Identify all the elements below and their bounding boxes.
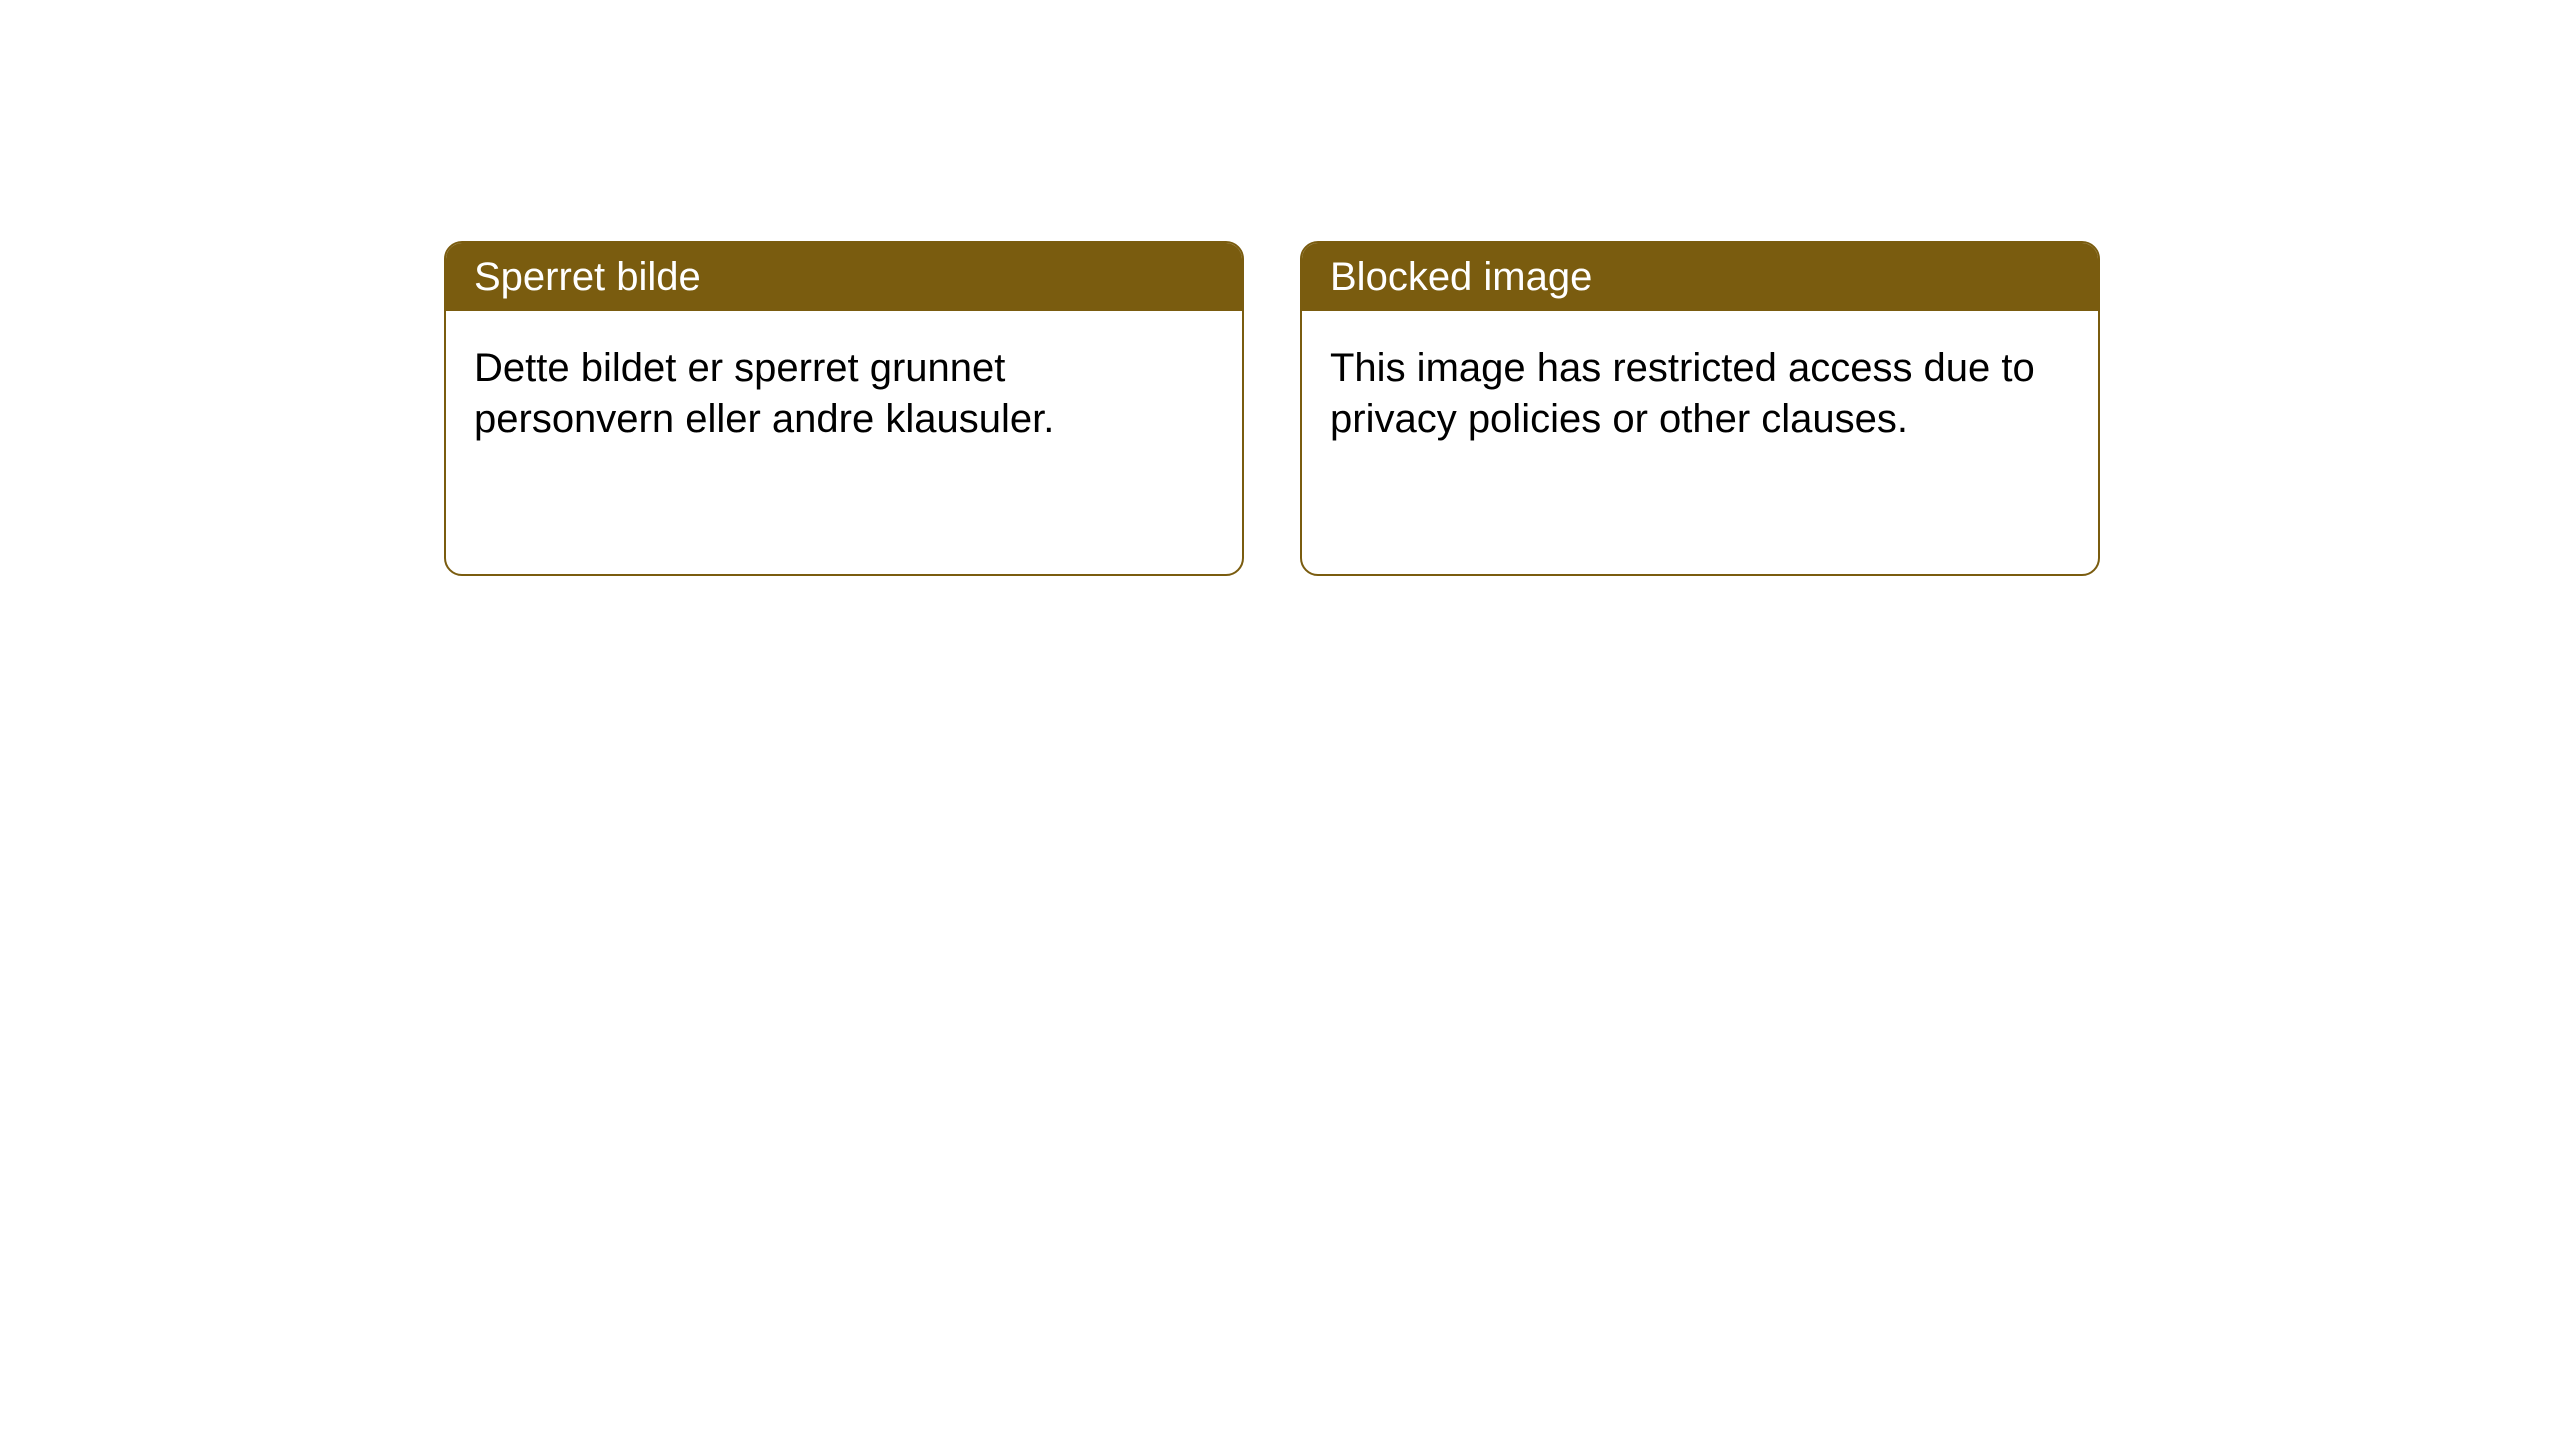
notice-cards-container: Sperret bilde Dette bildet er sperret gr… [0, 0, 2560, 576]
card-header: Sperret bilde [446, 243, 1242, 311]
card-body: Dette bildet er sperret grunnet personve… [446, 311, 1242, 477]
card-body: This image has restricted access due to … [1302, 311, 2098, 477]
card-header: Blocked image [1302, 243, 2098, 311]
notice-card-english: Blocked image This image has restricted … [1300, 241, 2100, 576]
notice-card-norwegian: Sperret bilde Dette bildet er sperret gr… [444, 241, 1244, 576]
